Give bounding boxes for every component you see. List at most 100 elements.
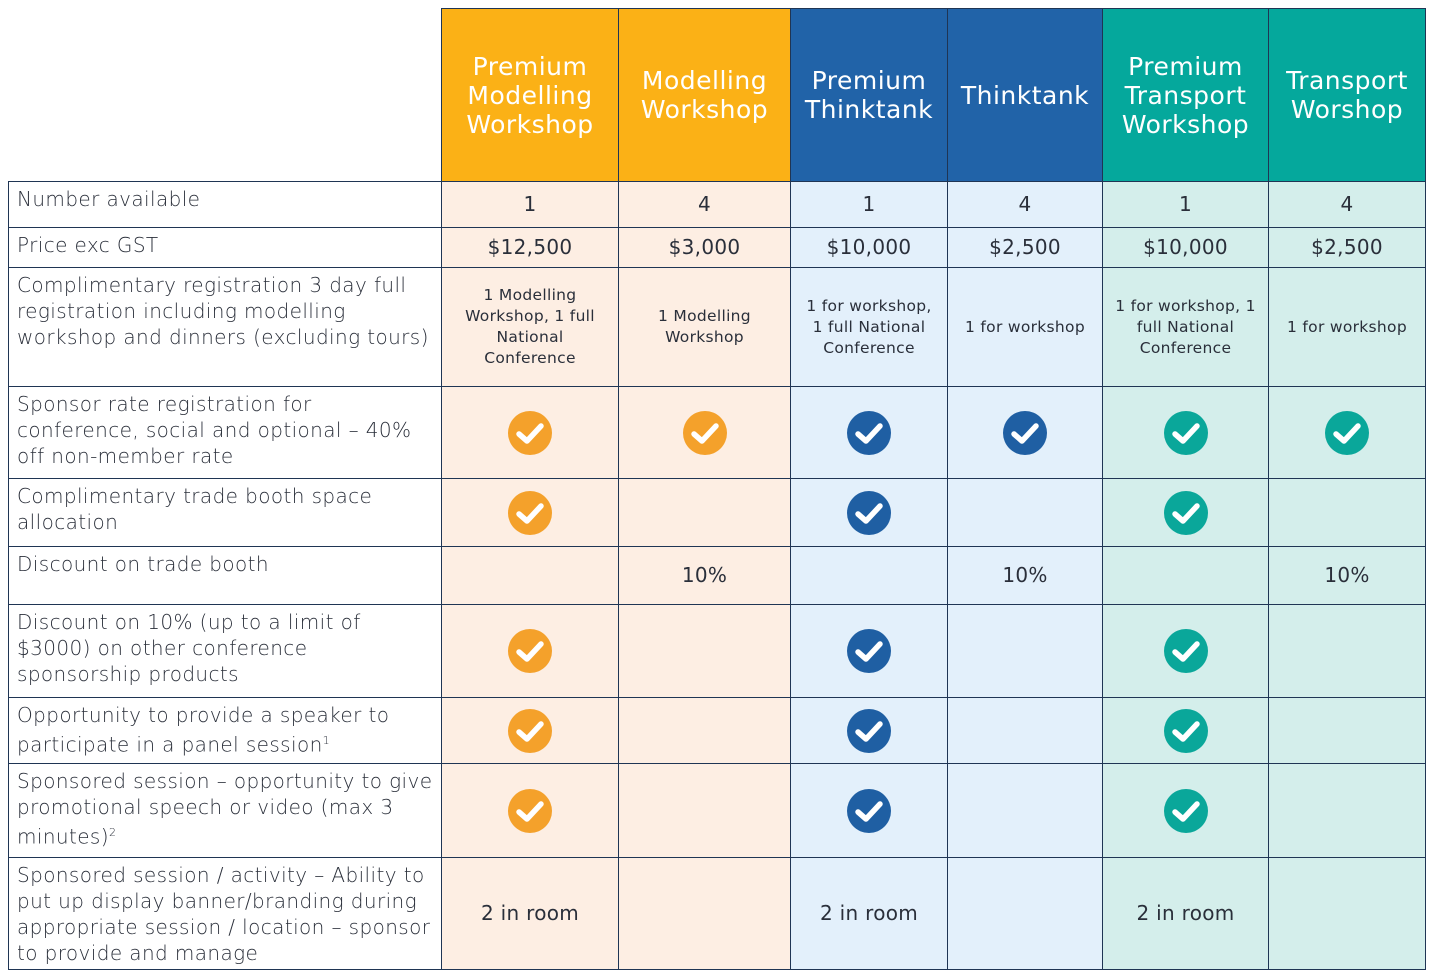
cell-text: 1 for workshop (1287, 317, 1407, 336)
cell: 4 (947, 181, 1103, 228)
row-label: Complimentary registration 3 day full re… (8, 267, 442, 387)
cell: 4 (618, 181, 791, 228)
footnote-ref: 1 (322, 734, 331, 747)
table-row: Price exc GST $12,500 $3,000 $10,000 $2,500 $… (8, 227, 1426, 268)
table-row: Opportunity to provide a speaker to part… (8, 697, 1426, 764)
cell (1102, 546, 1269, 605)
cell: 1 for workshop, 1 full National Conferen… (1102, 267, 1269, 387)
table-row: Sponsor rate registration for conference… (8, 386, 1426, 479)
check-circle (847, 410, 891, 455)
check-mark (1333, 422, 1361, 444)
check-icon (508, 788, 552, 833)
cell-text: 1 Modelling Workshop (658, 307, 751, 346)
check-circle (847, 788, 891, 833)
check-circle (1325, 410, 1369, 455)
check-icon (508, 490, 552, 535)
cell (618, 763, 791, 858)
check-icon (847, 629, 891, 673)
check-mark (516, 641, 544, 662)
table-row: Complimentary trade booth space allocati… (8, 478, 1426, 547)
cell (1268, 763, 1426, 858)
cell-text: $10,000 (826, 235, 912, 259)
cell (441, 478, 619, 547)
cell (1102, 386, 1269, 479)
row-label: Discount on trade booth (8, 546, 442, 605)
cell-text: 1 (862, 192, 876, 216)
row-label-text: Discount on 10% (up to a limit of $3000)… (17, 610, 361, 686)
cell: $2,500 (1268, 227, 1426, 268)
table-row: Number available 1 4 1 4 1 4 (8, 181, 1426, 228)
cell: 1 for workshop (947, 267, 1103, 387)
check-icon (847, 410, 891, 455)
row-label-text: Sponsored session – opportunity to give … (17, 769, 433, 849)
cell (947, 697, 1103, 764)
row-label: Price exc GST (8, 227, 442, 268)
check-mark (1171, 720, 1200, 742)
cell: 10% (947, 546, 1103, 605)
cell: 1 Modelling Workshop, 1 full National Co… (441, 267, 619, 387)
check-circle (847, 490, 891, 535)
check-icon (1325, 410, 1369, 455)
cell (441, 604, 619, 698)
check-icon (847, 490, 891, 535)
column-header: Modelling Workshop (618, 8, 791, 182)
table-row: Complimentary registration 3 day full re… (8, 267, 1426, 387)
cell-text: $3,000 (668, 235, 741, 259)
row-label: Sponsored session / activity – Ability t… (8, 857, 442, 970)
cell (618, 478, 791, 547)
cell-text: $2,500 (989, 235, 1061, 259)
row-label: Discount on 10% (up to a limit of $3000)… (8, 604, 442, 698)
cell-text: 2 in room (480, 901, 580, 925)
cell (790, 546, 948, 605)
cell-text: 4 (697, 192, 712, 216)
cell-text: 4 (1340, 192, 1354, 216)
row-label-text: Price exc GST (17, 233, 159, 257)
cell (1268, 604, 1426, 698)
check-mark (1011, 422, 1039, 444)
check-circle (682, 410, 727, 455)
cell-text: 1 for workshop, 1 full National Conferen… (1115, 296, 1256, 357)
check-mark (1171, 502, 1200, 524)
cell (618, 857, 791, 970)
column-header: Premium Transport Workshop (1102, 8, 1269, 182)
cell (618, 697, 791, 764)
column-header: Premium Modelling Workshop (441, 8, 619, 182)
cell: $10,000 (1102, 227, 1269, 268)
cell-text: 1 for workshop, 1 full National Conferen… (806, 296, 932, 357)
cell: 2 in room (1102, 857, 1269, 970)
cell (1102, 604, 1269, 698)
cell-text: 1 (1178, 192, 1193, 216)
cell-text: $10,000 (1143, 235, 1228, 259)
row-label-text: Complimentary registration 3 day full re… (17, 273, 429, 349)
check-circle (508, 490, 552, 535)
pricing-table: Premium Modelling Workshop Modelling Work… (8, 8, 1426, 970)
cell (947, 604, 1103, 698)
cell (947, 857, 1103, 970)
check-circle (1163, 410, 1208, 455)
check-circle (847, 629, 891, 673)
cell: 10% (1268, 546, 1426, 605)
check-mark (855, 720, 883, 742)
row-label: Sponsor rate registration for conference… (8, 386, 442, 479)
cell (441, 697, 619, 764)
cell: 1 Modelling Workshop (618, 267, 791, 387)
header-row: Premium Modelling Workshop Modelling Work… (8, 8, 1426, 182)
table-row: Discount on trade booth 10% 10% 10% (8, 546, 1426, 605)
cell: 1 (1102, 181, 1269, 228)
cell (1102, 697, 1269, 764)
row-label-text: Sponsor rate registration for conference… (17, 392, 412, 468)
check-circle (508, 788, 552, 833)
check-icon (847, 788, 891, 833)
cell (441, 386, 619, 479)
check-mark (855, 641, 883, 662)
check-icon (1163, 788, 1208, 833)
check-icon (508, 629, 552, 673)
column-header: Thinktank (947, 8, 1103, 182)
cell: 1 (441, 181, 619, 228)
cell (947, 763, 1103, 858)
check-mark (690, 422, 719, 444)
check-mark (855, 800, 883, 822)
cell (1102, 763, 1269, 858)
check-icon (1003, 410, 1047, 455)
row-label-text: Number available (17, 187, 201, 211)
